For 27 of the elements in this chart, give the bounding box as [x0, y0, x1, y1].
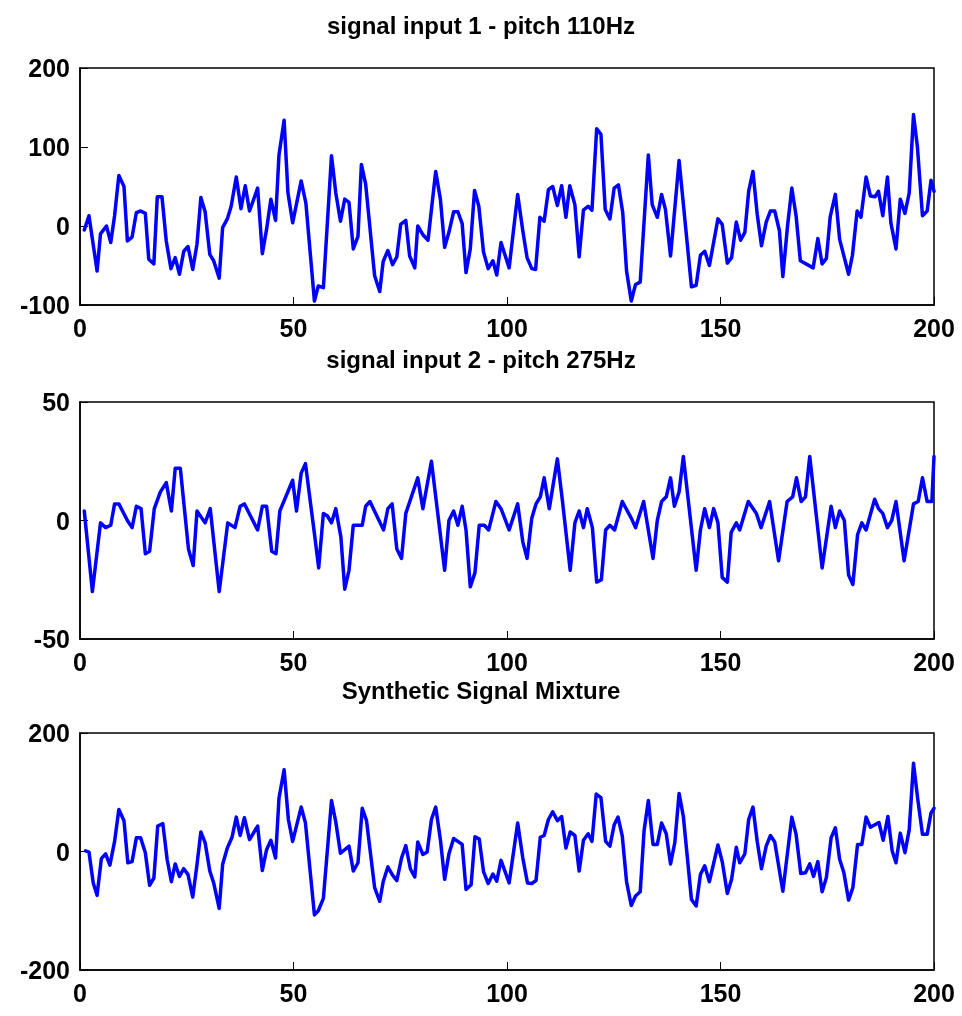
- y-tick-label: -200: [19, 956, 70, 984]
- x-tick-label: 100: [486, 647, 528, 676]
- x-tick-label: 100: [486, 313, 528, 342]
- y-tick-label: -50: [33, 625, 70, 653]
- x-tick-label: 200: [913, 647, 955, 676]
- y-tick-label: 0: [56, 506, 70, 535]
- y-tick-label: 0: [56, 212, 70, 240]
- x-tick-label: 150: [699, 647, 742, 676]
- y-tick-label: 0: [56, 837, 70, 866]
- y-tick-label: 200: [28, 54, 70, 82]
- y-tick-label: 200: [28, 719, 70, 747]
- x-tick-label: 200: [913, 313, 955, 342]
- y-tick-label: -100: [19, 291, 70, 319]
- chart-title: signal input 2 - pitch 275Hz: [326, 345, 636, 373]
- y-tick-label: 100: [28, 133, 70, 161]
- x-tick-label: 150: [699, 978, 742, 1007]
- chart-title: Synthetic Signal Mixture: [341, 676, 621, 704]
- x-tick-label: 200: [913, 978, 955, 1007]
- x-tick-label: 100: [486, 978, 528, 1007]
- chart-title: signal input 1 - pitch 110Hz: [326, 11, 636, 39]
- x-tick-label: 50: [279, 978, 308, 1007]
- y-tick-label: 50: [42, 388, 70, 416]
- x-tick-label: 150: [699, 313, 742, 342]
- line-series: [82, 454, 936, 594]
- x-tick-label: 50: [279, 647, 308, 676]
- line-series: [83, 761, 936, 917]
- x-tick-label: 50: [279, 313, 308, 342]
